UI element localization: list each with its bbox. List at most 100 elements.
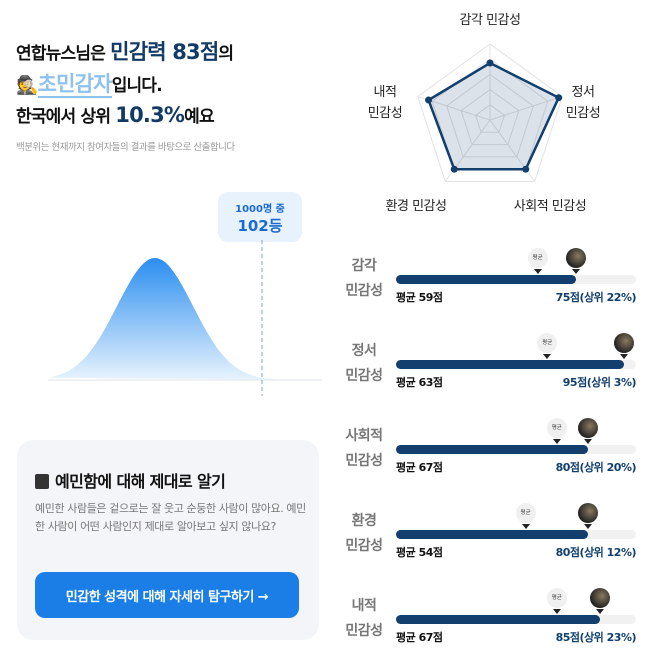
card-title-text: 예민함에 대해 제대로 알기 xyxy=(55,472,226,491)
book-icon xyxy=(35,474,49,489)
avatar xyxy=(614,333,634,353)
avatar xyxy=(590,588,610,608)
score-marker-icon xyxy=(596,609,604,614)
radar-label-line: 감각 민감성 xyxy=(459,13,521,28)
headline-line2: 🕵초민감자입니다. xyxy=(16,68,163,98)
average-tag: 평균 xyxy=(527,248,548,268)
score-bar-fill xyxy=(396,615,600,624)
rank-value: 102등 xyxy=(237,217,283,235)
score-bar-track xyxy=(396,275,636,284)
radar-label: 사회적 민감성 xyxy=(490,196,610,217)
percent: 10.3% xyxy=(115,103,185,127)
category-line: 민감성 xyxy=(345,623,383,639)
average-marker-icon xyxy=(533,269,542,274)
avatar xyxy=(578,503,598,523)
average-label: 평균 67점 xyxy=(396,461,443,474)
category-line: 감각 xyxy=(351,258,377,274)
average-marker-icon xyxy=(552,609,561,614)
score-marker-icon xyxy=(620,354,628,359)
score-bar-fill xyxy=(396,530,588,539)
detective-emoji-icon: 🕵 xyxy=(16,75,38,96)
text: 연합뉴스님은 xyxy=(16,44,111,64)
bell-curve xyxy=(48,258,322,380)
category-line: 내적 xyxy=(351,598,377,614)
category-line: 민감성 xyxy=(345,283,383,299)
radar-label: 환경 민감성 xyxy=(356,196,476,217)
score-bar-track xyxy=(396,530,636,539)
explore-button[interactable]: 민감한 성격에 대해 자세히 탐구하기 → xyxy=(35,572,299,618)
average-tag: 평균 xyxy=(546,588,567,608)
average-label: 평균 67점 xyxy=(396,631,443,644)
score-marker-icon xyxy=(584,524,592,529)
card-title: 예민함에 대해 제대로 알기 xyxy=(35,468,226,492)
text: 의 xyxy=(218,44,234,64)
radar-grid xyxy=(474,104,506,133)
score-label: 85점(상위 23%) xyxy=(555,631,637,644)
type-label: 초민감자 xyxy=(37,72,113,98)
category-line: 환경 xyxy=(351,513,377,529)
score-marker-icon xyxy=(572,269,580,274)
headline-line1: 연합뉴스님은 민감력 83점의 xyxy=(16,36,234,66)
radar-label-line: 사회적 민감성 xyxy=(513,199,587,214)
radar-label-line: 환경 민감성 xyxy=(385,199,447,214)
text: 한국에서 상위 xyxy=(16,107,116,127)
bell-curve-chart xyxy=(48,240,322,396)
radar-point xyxy=(450,165,458,173)
score-marker-icon xyxy=(584,439,592,444)
note: 백분위는 현재까지 참여자들의 결과를 바탕으로 산출합니다 xyxy=(16,142,235,153)
headline-line3: 한국에서 상위 10.3%예요 xyxy=(16,102,215,127)
radar-label-line: 내적 xyxy=(373,85,397,100)
radar-point xyxy=(425,96,433,104)
radar-score-area xyxy=(427,61,561,171)
average-tag: 평균 xyxy=(546,418,567,438)
radar-chart xyxy=(417,43,563,182)
average-label: 평균 59점 xyxy=(396,291,443,304)
radar-point xyxy=(486,59,494,67)
radar-label-line: 민감성 xyxy=(367,106,403,121)
average-label: 평균 54점 xyxy=(396,546,443,559)
avatar xyxy=(566,248,586,268)
score-bar-track xyxy=(396,615,636,624)
text: 예요 xyxy=(184,107,214,127)
radar-spoke xyxy=(489,96,563,121)
score-label: 95점(상위 3%) xyxy=(562,376,637,389)
radar-label-line: 민감성 xyxy=(565,106,601,121)
card-body: 예민한 사람들은 겉으로는 잘 웃고 순둥한 사람이 많아요. 예민한 사람이 … xyxy=(35,502,306,533)
average-marker-icon xyxy=(521,524,530,529)
score-label: 80점(상위 12%) xyxy=(555,546,637,559)
score-label: 75점(상위 22%) xyxy=(555,291,637,304)
average-tag: 평균 xyxy=(515,503,536,523)
category-line: 정서 xyxy=(351,343,377,359)
info-card: 예민함에 대해 제대로 알기 예민한 사람들은 겉으로는 잘 웃고 순둥한 사람… xyxy=(17,440,319,640)
avatar xyxy=(578,418,598,438)
score-bar-fill xyxy=(396,275,576,284)
rank-caption: 1000명 중 xyxy=(235,204,285,215)
score-bar-track xyxy=(396,445,636,454)
average-label: 평균 63점 xyxy=(396,376,443,389)
radar-point xyxy=(522,165,530,173)
radar-grid xyxy=(417,43,563,182)
radar-label-line: 정서 xyxy=(571,85,595,100)
score-bar-track xyxy=(396,360,636,369)
score-label: 80점(상위 20%) xyxy=(555,461,637,474)
rank-bubble: 1000명 중 102등 xyxy=(218,192,302,242)
category-line: 민감성 xyxy=(345,368,383,384)
average-marker-icon xyxy=(543,354,552,359)
category-line: 민감성 xyxy=(345,538,383,554)
category-line: 민감성 xyxy=(345,453,383,469)
score: 민감력 83점 xyxy=(110,40,219,64)
average-tag: 평균 xyxy=(537,333,558,353)
radar-grid xyxy=(460,88,520,146)
score-bar-fill xyxy=(396,445,588,454)
average-marker-icon xyxy=(552,439,561,444)
radar-grid xyxy=(446,73,534,158)
text: 입니다. xyxy=(111,76,163,96)
category-line: 사회적 xyxy=(345,428,383,444)
